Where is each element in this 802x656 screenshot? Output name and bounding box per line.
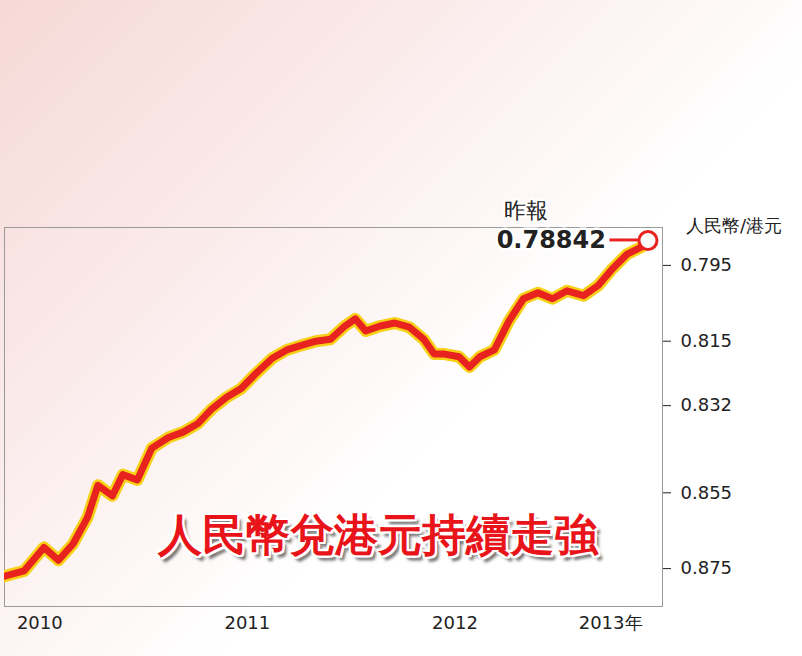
- svg-text:2010: 2010: [17, 612, 63, 633]
- svg-text:0.795: 0.795: [681, 254, 733, 275]
- svg-text:0.815: 0.815: [681, 330, 733, 351]
- svg-text:2013年: 2013年: [579, 612, 643, 633]
- svg-text:2011: 2011: [224, 612, 270, 633]
- svg-text:0.78842: 0.78842: [497, 226, 606, 254]
- svg-text:0.875: 0.875: [681, 557, 733, 578]
- svg-text:2012: 2012: [432, 612, 478, 633]
- svg-text:0.855: 0.855: [681, 482, 733, 503]
- svg-text:0.832: 0.832: [681, 394, 733, 415]
- html-text:人民幣兌港元持續走強: 人民幣兌港元持續走強: [158, 509, 598, 560]
- svg-text:昨報: 昨報: [504, 198, 548, 223]
- html-text:人民幣/港元: 人民幣/港元: [686, 215, 783, 236]
